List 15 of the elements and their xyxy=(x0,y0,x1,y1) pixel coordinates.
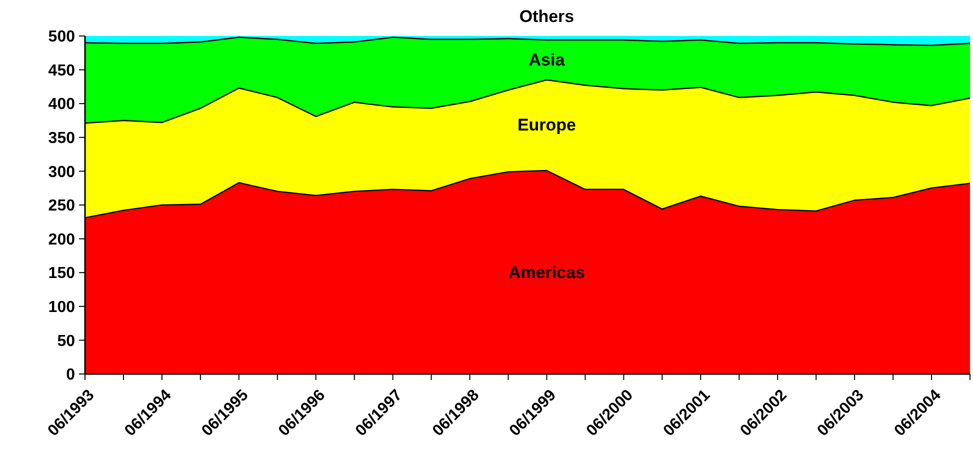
y-tick-label: 200 xyxy=(48,231,76,248)
y-tick-label: 350 xyxy=(48,130,76,147)
y-tick-label: 500 xyxy=(48,28,76,46)
series-label: Europe xyxy=(517,116,576,135)
y-tick-label: 150 xyxy=(48,265,76,282)
y-tick-label: 250 xyxy=(48,198,76,215)
y-tick-label: 450 xyxy=(48,62,76,80)
y-tick-label: 300 xyxy=(48,164,76,181)
series-label: Asia xyxy=(528,50,566,70)
y-tick-label: 50 xyxy=(57,332,76,350)
y-tick-label: 400 xyxy=(48,96,76,114)
y-tick-label: 0 xyxy=(66,366,76,384)
series-label: Americas xyxy=(508,262,586,282)
series-label: Others xyxy=(519,7,574,26)
y-tick-label: 100 xyxy=(48,299,76,316)
